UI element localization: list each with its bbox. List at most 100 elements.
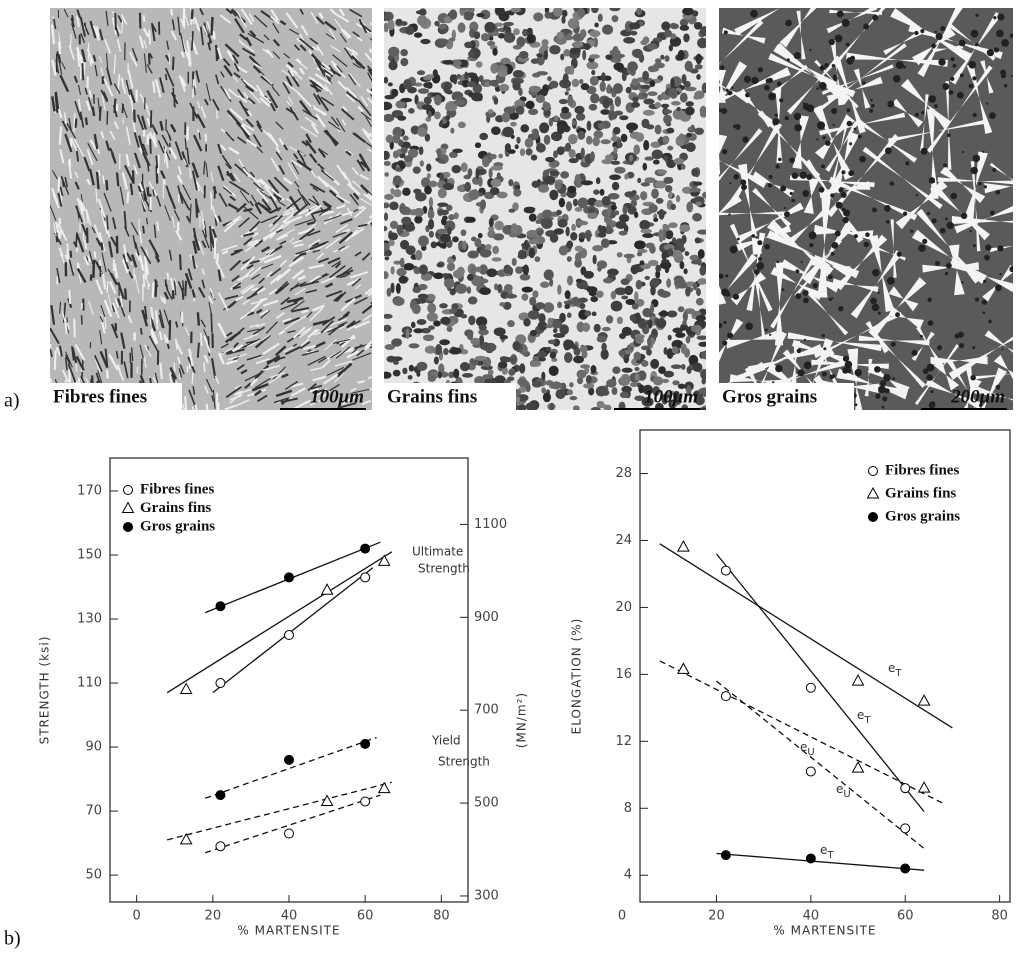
texture: [95, 188, 98, 203]
texture: [352, 62, 362, 69]
texture: [592, 245, 604, 252]
texture: [624, 173, 629, 180]
marker: [900, 863, 911, 874]
texture: [809, 243, 814, 248]
texture: [254, 377, 271, 389]
texture: [835, 234, 888, 291]
texture: [549, 278, 554, 287]
marker: [917, 781, 931, 793]
texture: [224, 43, 240, 58]
texture: [848, 170, 855, 177]
texture: [1003, 84, 1008, 88]
texture: [146, 217, 149, 225]
texture: [784, 211, 791, 218]
texture: [132, 235, 137, 249]
texture: [499, 302, 506, 307]
texture: [633, 351, 642, 361]
texture: [249, 30, 257, 38]
texture: [561, 106, 570, 114]
texture: [408, 343, 420, 349]
texture: [270, 273, 282, 285]
texture: [288, 195, 302, 213]
texture: [156, 318, 159, 330]
texture: [751, 76, 759, 85]
y2-tick-label: 300: [474, 888, 499, 903]
texture: [694, 127, 705, 135]
texture: [945, 217, 948, 221]
texture: [304, 204, 322, 217]
texture: [106, 230, 111, 238]
texture: [365, 142, 372, 148]
texture: [131, 47, 138, 62]
texture: [940, 25, 946, 32]
texture: [243, 207, 253, 213]
texture: [549, 351, 557, 359]
texture: [564, 142, 572, 152]
texture: [292, 203, 309, 217]
texture: [329, 350, 342, 359]
texture: [65, 351, 73, 368]
texture: [184, 280, 188, 297]
texture: [451, 303, 459, 310]
texture: [549, 402, 555, 410]
texture: [722, 340, 728, 346]
texture: [54, 94, 59, 113]
x-tick-label: 40: [803, 909, 820, 924]
texture: [427, 110, 432, 119]
texture: [201, 268, 205, 275]
texture: [854, 403, 858, 407]
texture: [722, 148, 728, 155]
texture: [334, 18, 344, 32]
texture: [993, 47, 1000, 53]
texture: [101, 94, 106, 111]
marker: [215, 841, 226, 852]
texture: [652, 376, 664, 386]
texture: [576, 220, 589, 226]
texture: [421, 177, 431, 188]
texture: [314, 73, 332, 85]
texture: [205, 403, 209, 410]
texture: [239, 284, 253, 293]
texture: [351, 227, 365, 238]
texture: [64, 133, 73, 153]
texture: [427, 302, 437, 314]
texture: [979, 367, 1007, 410]
texture: [152, 189, 155, 197]
texture: [150, 331, 157, 345]
texture: [453, 368, 460, 379]
texture: [346, 350, 360, 359]
texture: [631, 78, 638, 86]
texture: [538, 356, 546, 362]
texture: [634, 240, 646, 250]
texture: [497, 33, 505, 39]
texture: [198, 286, 206, 298]
texture: [872, 14, 879, 21]
texture: [556, 146, 565, 156]
texture: [721, 107, 728, 115]
texture: [345, 91, 359, 102]
texture: [166, 129, 172, 139]
texture: [247, 239, 259, 245]
texture: [439, 339, 450, 346]
texture: [501, 112, 511, 123]
texture: [114, 298, 120, 308]
texture: [86, 149, 94, 166]
texture: [466, 81, 476, 88]
texture: [400, 146, 408, 154]
texture: [320, 320, 334, 334]
texture: [391, 338, 403, 347]
texture: [168, 249, 173, 261]
legend-label: Gros grains: [885, 508, 960, 524]
texture: [719, 108, 722, 113]
texture: [291, 239, 303, 245]
texture: [280, 397, 298, 404]
texture: [662, 135, 670, 144]
texture: [316, 94, 329, 112]
texture: [389, 201, 399, 211]
texture: [170, 30, 178, 41]
texture: [168, 52, 171, 65]
texture: [525, 402, 537, 410]
texture: [201, 240, 207, 249]
texture: [926, 363, 935, 372]
texture: [50, 327, 60, 345]
